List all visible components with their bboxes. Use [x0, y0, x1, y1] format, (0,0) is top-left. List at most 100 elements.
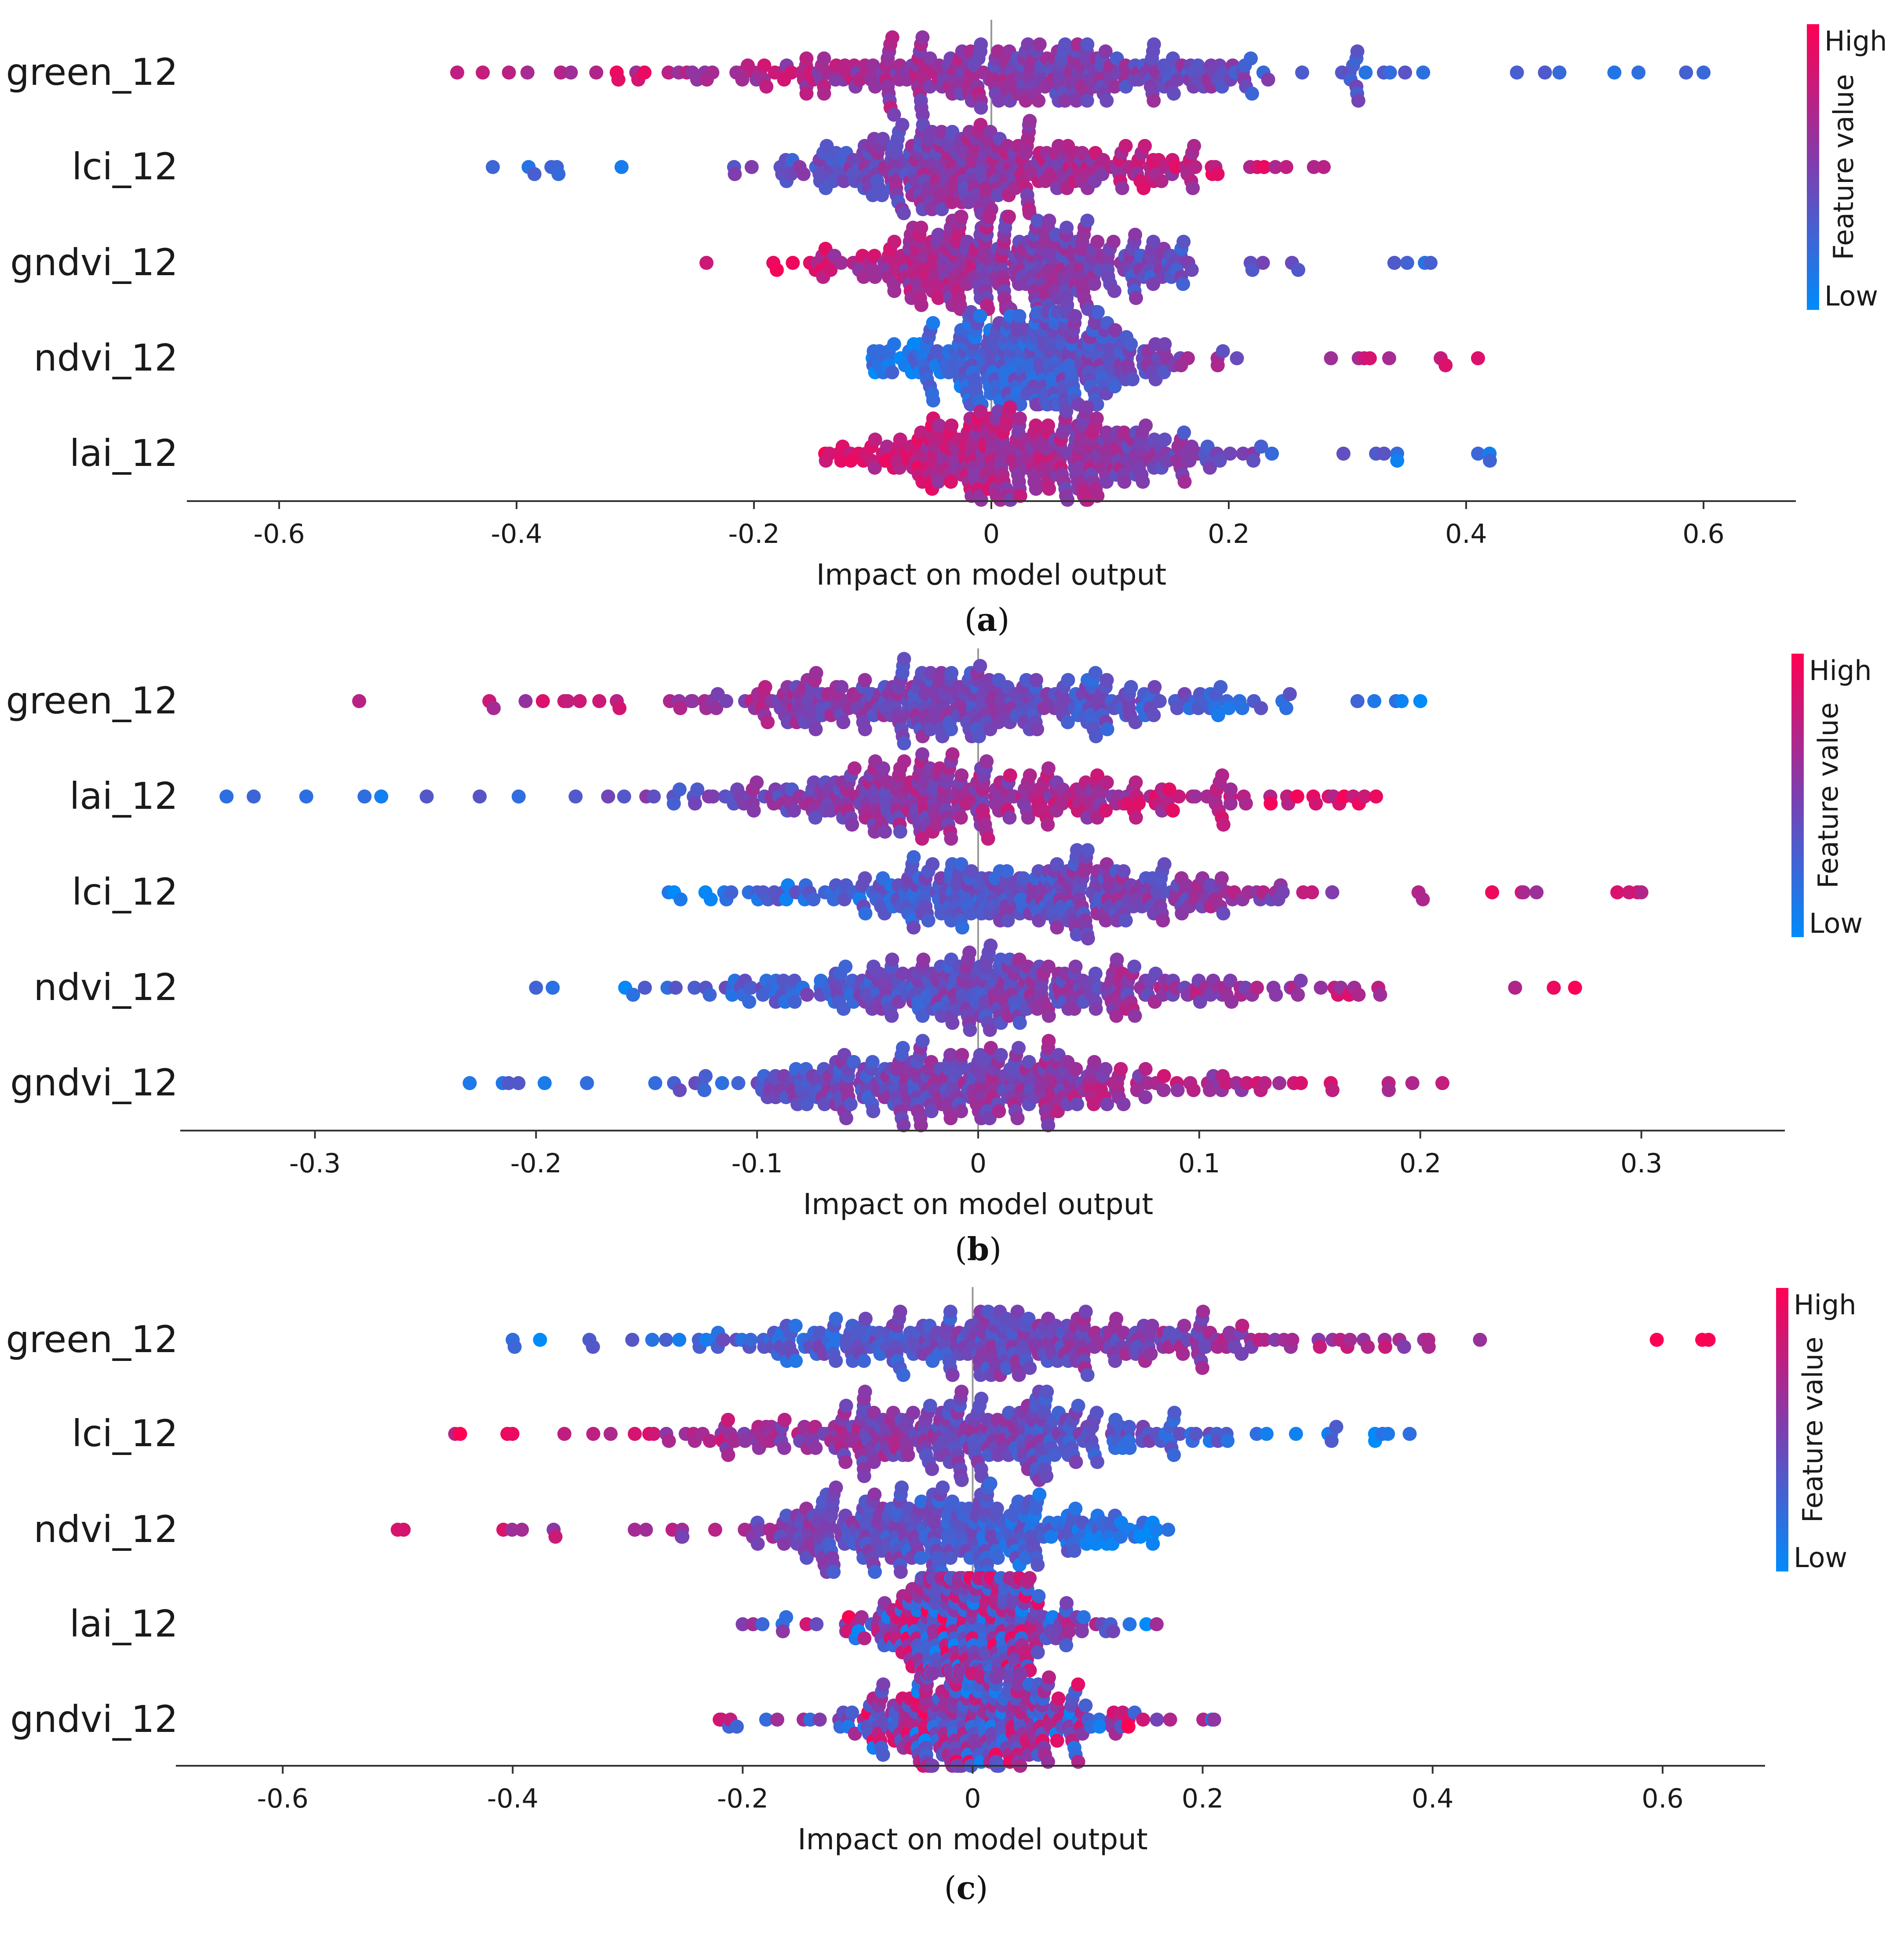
x-tick-label: 0.1 [1178, 1148, 1220, 1179]
shap-point [645, 1333, 659, 1347]
shap-point [1177, 1319, 1191, 1333]
x-axis-label: Impact on model output [816, 558, 1167, 592]
shap-point [1100, 1097, 1114, 1111]
shap-point [1203, 461, 1217, 475]
shap-point [1257, 160, 1271, 174]
shap-point [1181, 351, 1195, 365]
x-tick-label: -0.4 [491, 519, 542, 549]
shap-point [685, 694, 700, 708]
shap-point [1189, 1427, 1203, 1441]
shap-point [885, 365, 899, 379]
shap-point [866, 1104, 881, 1118]
shap-point [895, 118, 910, 132]
shap-point [1187, 139, 1201, 153]
shap-point [973, 118, 988, 132]
shap-point [1058, 94, 1072, 108]
x-tick-label: 0.6 [1682, 519, 1724, 549]
shap-point [1295, 65, 1309, 80]
shap-point [721, 1448, 735, 1462]
shap-point [612, 701, 627, 715]
shap-point [709, 701, 724, 715]
shap-point [1099, 804, 1113, 818]
shap-point [502, 65, 516, 80]
shap-point [1030, 214, 1045, 228]
shap-point [668, 981, 683, 995]
shap-point [721, 1413, 735, 1427]
shap-point [666, 797, 681, 811]
shap-point [1138, 1062, 1153, 1076]
shap-point [826, 1565, 841, 1579]
shap-point [1186, 1083, 1201, 1097]
shap-point [1117, 475, 1132, 489]
feature-points-lci_12 [662, 843, 1649, 946]
shap-point [1143, 1347, 1158, 1361]
shap-point [787, 804, 801, 818]
shap-point [1158, 337, 1172, 351]
feature-points-gndvi_12 [462, 1034, 1449, 1132]
shap-point [646, 1427, 661, 1441]
shap-point [1381, 1427, 1395, 1441]
shap-point [1163, 1713, 1177, 1727]
shap-point [954, 857, 968, 871]
shap-point [775, 1624, 790, 1638]
shap-point [770, 263, 784, 277]
shap-point [1235, 701, 1249, 715]
shap-point [1394, 694, 1409, 708]
shap-point [838, 1455, 853, 1469]
shap-point [1223, 447, 1237, 461]
shap-point [1294, 1076, 1308, 1090]
shap-point [659, 1333, 673, 1347]
shap-point [858, 673, 872, 687]
feature-points-lci_12 [486, 114, 1331, 220]
shap-point [1324, 351, 1338, 365]
shap-point [786, 256, 800, 270]
panel-caption: (b) [955, 1230, 1002, 1268]
shap-point [1516, 885, 1531, 899]
shap-point [1129, 291, 1143, 305]
shap-point [1042, 1670, 1056, 1684]
shap-point [1023, 114, 1037, 128]
shap-point [1067, 1544, 1081, 1558]
shap-point [1350, 694, 1365, 708]
shap-point [847, 761, 862, 775]
shap-point [1245, 87, 1259, 101]
shap-point [744, 981, 758, 995]
shap-point [1260, 1427, 1274, 1441]
shap-point [601, 789, 615, 804]
shap-point [1099, 913, 1113, 927]
shap-point [1631, 65, 1646, 80]
shap-point [1196, 1305, 1210, 1319]
shap-point [915, 1009, 930, 1023]
shap-point [1068, 309, 1082, 323]
shap-point [715, 1076, 729, 1090]
shap-point [750, 775, 764, 789]
shap-point [1050, 920, 1064, 935]
shap-point [697, 1083, 712, 1097]
shap-point [962, 946, 977, 960]
shap-point [829, 1480, 843, 1495]
colorbar-title: Feature value [1812, 702, 1844, 888]
shap-point [867, 461, 882, 475]
shap-point [944, 418, 959, 433]
shap-point [906, 1406, 921, 1420]
shap-point [1188, 160, 1202, 174]
shap-point [580, 1076, 594, 1090]
shap-point [1029, 482, 1043, 496]
shap-point [829, 1312, 843, 1326]
shap-point [880, 440, 894, 454]
shap-point [858, 1312, 873, 1326]
shap-point [703, 1434, 717, 1448]
shap-point [1336, 447, 1351, 461]
shap-point [944, 666, 959, 680]
shap-point [639, 1523, 653, 1537]
shap-point [1003, 768, 1017, 782]
shap-point [1421, 1340, 1436, 1354]
shap-point [546, 981, 560, 995]
shap-point [812, 1713, 827, 1727]
shap-point [1070, 1097, 1085, 1111]
shap-point [1157, 1069, 1171, 1083]
panel-caption: (a) [965, 601, 1010, 638]
shap-point [614, 160, 629, 174]
shap-point [511, 789, 526, 804]
shap-point [893, 1565, 908, 1579]
